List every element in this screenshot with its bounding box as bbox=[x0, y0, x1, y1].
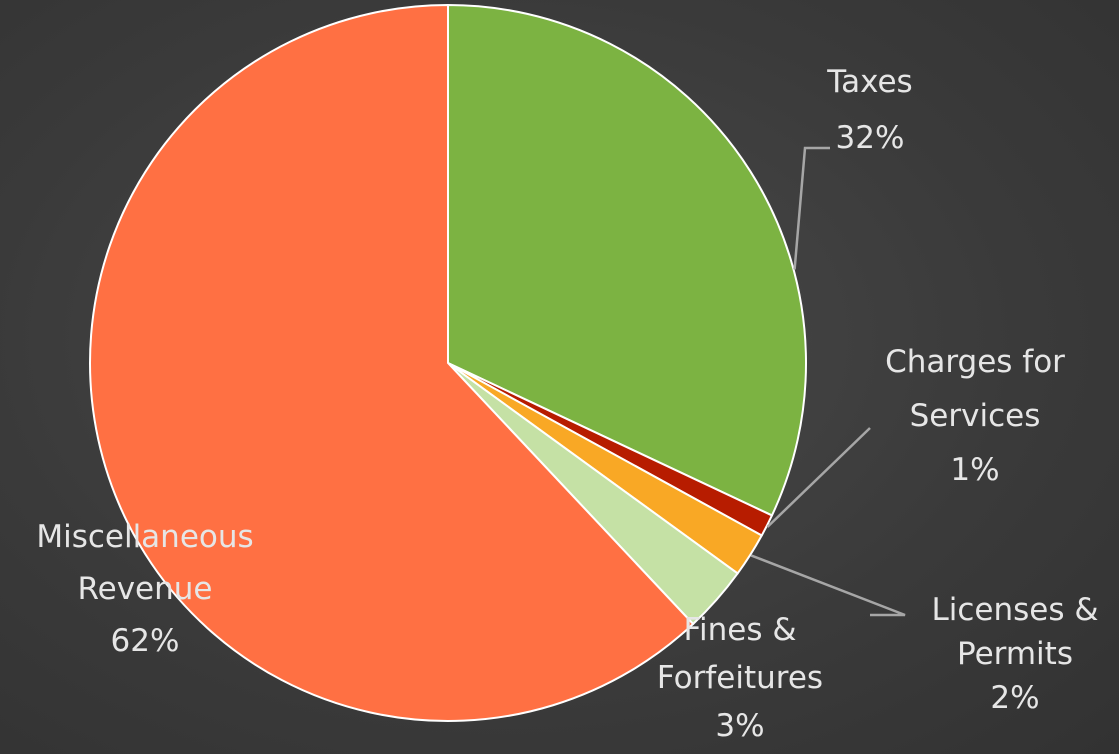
data-label-fines-and-forfeitures: Fines & Forfeitures 3% bbox=[657, 612, 823, 744]
leader-line-charges-for-services bbox=[766, 427, 871, 528]
pie-slice-miscellaneous-revenue bbox=[89, 4, 695, 722]
data-labels: Taxes 32% Charges for Services 1% Licenses & P… bbox=[36, 64, 1098, 744]
leader-line-taxes bbox=[793, 146, 830, 270]
leader-lines bbox=[750, 146, 906, 617]
data-label-taxes: Taxes 32% bbox=[826, 64, 912, 156]
pie-slice-taxes bbox=[447, 4, 808, 517]
data-label-licenses-and-permits: Licenses & Permits 2% bbox=[931, 592, 1098, 716]
data-label-charges-for-services: Charges for Services 1% bbox=[885, 344, 1065, 488]
data-label-miscellaneous-revenue: Miscellaneous Revenue 62% bbox=[36, 519, 253, 659]
leader-line-licenses-and-permits bbox=[750, 554, 906, 617]
pie-slices bbox=[89, 4, 808, 722]
